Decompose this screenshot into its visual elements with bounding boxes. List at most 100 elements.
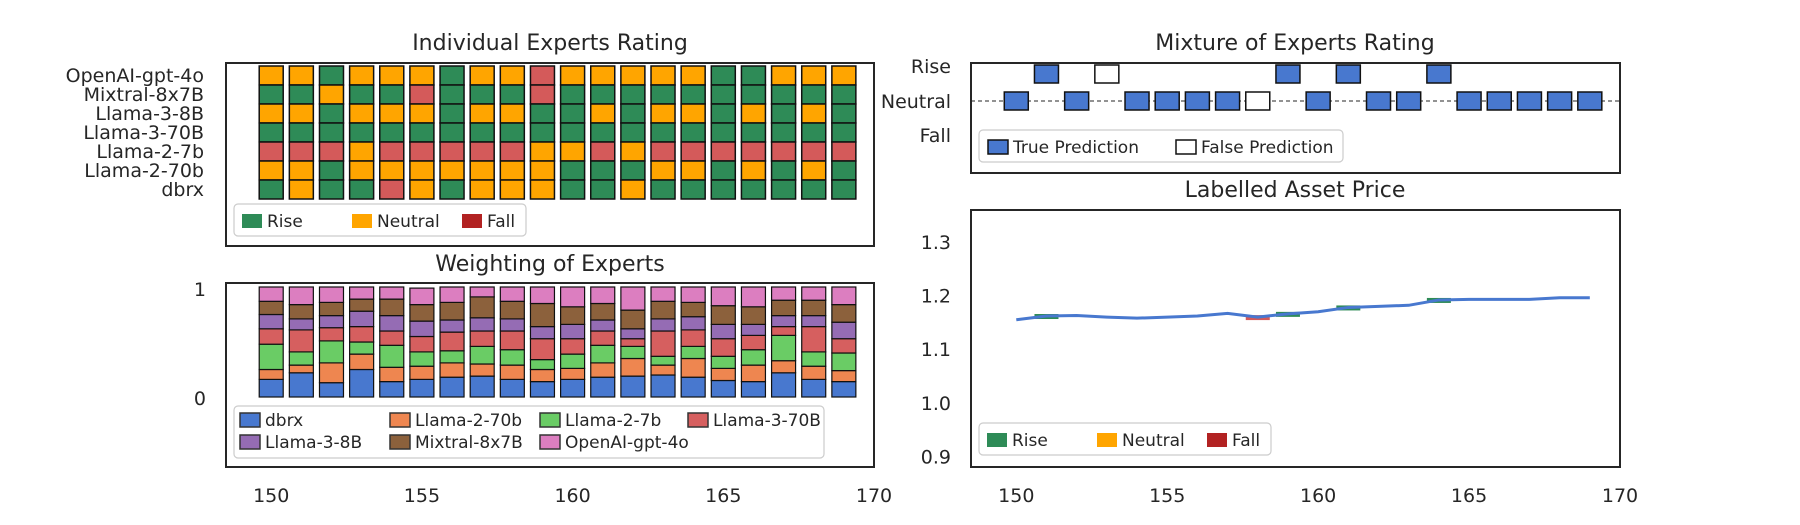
- weight-bar-dbrx: [349, 368, 375, 398]
- weight-bar-llama-2-70b: [379, 366, 405, 383]
- heatmap-cell: [831, 65, 857, 86]
- legend-swatch-true-prediction: [987, 139, 1009, 155]
- weight-bar-dbrx: [620, 375, 646, 398]
- legend-swatch-llama-3-70b: [687, 412, 709, 428]
- heatmap-cell: [740, 141, 767, 162]
- heatmap-cell: [770, 179, 797, 200]
- heatmap-cell: [288, 160, 315, 181]
- heatmap-cell: [740, 122, 767, 143]
- weight-bar-dbrx: [258, 378, 284, 398]
- heatmap-cell: [680, 65, 706, 86]
- heatmap-cell: [529, 84, 556, 105]
- true-prediction-marker: [1577, 91, 1603, 111]
- weight-bar-llama-2-70b: [529, 368, 556, 383]
- weight-bar-llama-3-8b: [379, 315, 405, 332]
- true-prediction-marker: [1456, 91, 1482, 111]
- price-frame: [970, 209, 1621, 468]
- weight-bar-mixtral-8x7b: [770, 299, 797, 317]
- legend-swatch-llama-2-7b: [539, 412, 561, 428]
- true-prediction-marker: [1063, 91, 1090, 111]
- weight-bar-llama-2-7b: [499, 349, 525, 366]
- weight-bar-llama-3-8b: [439, 319, 465, 333]
- weight-bar-llama-3-8b: [318, 315, 345, 329]
- legend-label-mixtral-8x7b: Mixtral-8x7B: [415, 433, 523, 453]
- x-tick-label-left: 150: [253, 485, 289, 507]
- heatmap-cell: [379, 103, 405, 124]
- weight-bar-openai-gpt-4o: [560, 286, 586, 308]
- legend-label-fall: Fall: [487, 212, 515, 232]
- weight-bar-dbrx: [469, 375, 495, 398]
- weight-bar-llama-2-70b: [499, 364, 525, 381]
- weight-bar-dbrx: [560, 378, 586, 398]
- legend-swatch-fall: [1207, 433, 1227, 447]
- weighting-ytick-bottom: 0: [194, 388, 206, 410]
- heatmap-cell: [379, 122, 405, 143]
- price-y-tick-label: 1.2: [921, 286, 951, 308]
- heatmap-cell: [439, 84, 465, 105]
- true-prediction-marker: [1426, 64, 1452, 84]
- heatmap-cell: [710, 84, 737, 105]
- heatmap-cell: [650, 141, 676, 162]
- weight-bar-llama-2-7b: [318, 340, 345, 364]
- weight-bar-llama-3-8b: [620, 328, 646, 340]
- heatmap-cell: [559, 141, 586, 162]
- heatmap-cell: [409, 179, 435, 200]
- weight-bar-llama-3-70b: [560, 338, 586, 355]
- heatmap-cell: [409, 103, 435, 124]
- weight-bar-llama-2-70b: [560, 367, 586, 380]
- heatmap-cell: [469, 141, 495, 162]
- heatmap-cell: [800, 84, 827, 105]
- weighting-frame: [225, 282, 875, 468]
- weight-bar-mixtral-8x7b: [831, 304, 857, 323]
- legend-label-rise: Rise: [267, 212, 303, 232]
- heatmap-cell: [258, 84, 284, 105]
- legend-swatch-mixtral-8x7b: [389, 434, 411, 450]
- weight-bar-mixtral-8x7b: [801, 299, 827, 317]
- weight-bar-llama-2-7b: [258, 343, 284, 371]
- heatmap-cell: [710, 179, 737, 200]
- mixture-frame: [970, 62, 1621, 174]
- weight-bar-dbrx: [409, 378, 435, 398]
- weight-bar-openai-gpt-4o: [831, 286, 857, 306]
- weighting-ytick-top: 1: [194, 279, 206, 301]
- false-prediction-marker: [1094, 64, 1120, 84]
- weight-bar-llama-3-70b: [499, 330, 525, 351]
- heatmap-cell: [740, 65, 767, 86]
- weight-bar-dbrx: [650, 374, 676, 398]
- heatmap-row-label-openai-gpt-4o: OpenAI-gpt-4o: [66, 65, 204, 87]
- panel-mixture-of-experts: Mixture of Experts Rating Rise Neutral F…: [881, 31, 1621, 174]
- heatmap-cell: [409, 84, 435, 105]
- weight-bar-mixtral-8x7b: [318, 301, 345, 317]
- true-prediction-marker: [1154, 91, 1180, 111]
- legend-label-neutral: Neutral: [377, 212, 440, 232]
- heatmap-cell: [258, 141, 284, 162]
- weight-bar-llama-2-7b: [349, 341, 375, 355]
- weight-bar-llama-2-7b: [409, 351, 435, 367]
- panel-labelled-asset-price: Labelled Asset Price 0.9 1.0 1.1 1.2 1.3 150…: [921, 178, 1638, 507]
- heatmap-cell: [529, 160, 556, 181]
- weight-bar-mixtral-8x7b: [409, 304, 435, 322]
- true-prediction-marker: [1033, 64, 1060, 84]
- weight-bar-dbrx: [379, 381, 405, 398]
- legend-label-fall: Fall: [1232, 431, 1260, 451]
- x-tick-label-left: 160: [554, 485, 590, 507]
- heatmap-cell: [559, 65, 586, 86]
- weight-bar-llama-3-70b: [770, 326, 797, 337]
- true-prediction-marker: [1003, 91, 1030, 111]
- heatmap-cell: [288, 179, 315, 200]
- legend-label-llama-3-70b: Llama-3-70B: [713, 411, 821, 431]
- weight-bar-llama-2-70b: [770, 360, 797, 374]
- weight-bar-mixtral-8x7b: [710, 305, 736, 326]
- weight-bar-llama-2-7b: [801, 351, 827, 367]
- heatmap-cell: [499, 160, 526, 181]
- weight-bar-llama-2-70b: [710, 367, 736, 382]
- weight-bar-llama-2-7b: [710, 355, 736, 369]
- mixture-ytick-neutral: Neutral: [881, 91, 951, 113]
- weight-bar-llama-3-70b: [379, 330, 405, 346]
- price-y-tick-label: 0.9: [921, 446, 951, 468]
- heatmap-cell: [258, 179, 284, 200]
- heatmap-cell: [589, 103, 616, 124]
- heatmap-row-label-dbrx: dbrx: [161, 179, 204, 201]
- weight-bar-llama-3-8b: [560, 323, 586, 340]
- heatmap-cell: [831, 84, 857, 105]
